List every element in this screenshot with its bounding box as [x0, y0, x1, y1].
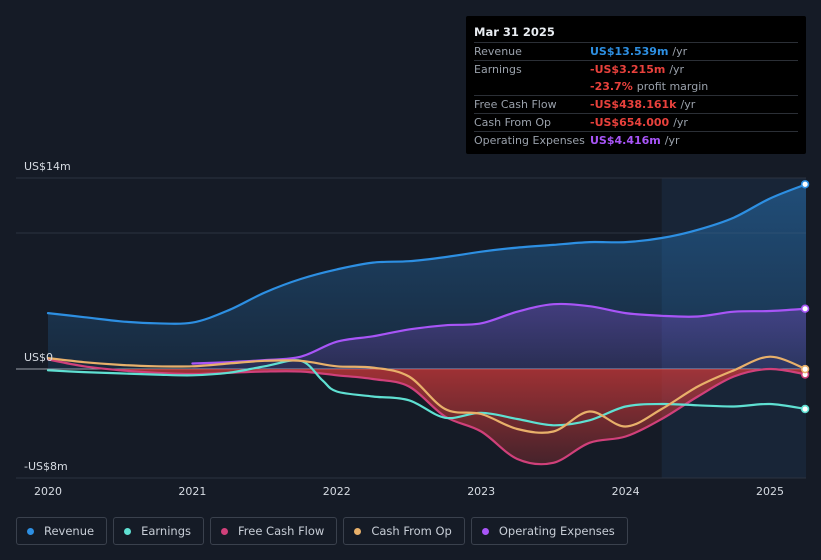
y-tick-label: -US$8m — [24, 460, 68, 473]
tooltip-value: US$4.416m — [590, 134, 661, 147]
tooltip-row-profit-margin: -23.7% profit margin — [474, 78, 798, 95]
legend-item-earnings[interactable]: Earnings — [113, 517, 204, 545]
earnings-endpoint — [800, 404, 810, 414]
tooltip-suffix: /yr — [673, 116, 688, 129]
tooltip-row-free-cash-flow: Free Cash Flow -US$438.161k /yr — [474, 95, 798, 113]
revenue-dot-icon — [27, 527, 34, 535]
tooltip-label: Cash From Op — [474, 116, 552, 129]
revenue-line — [46, 183, 806, 325]
tooltip-value: -US$654.000 — [590, 116, 670, 129]
tooltip-row-earnings: Earnings -US$3.215m /yr — [474, 60, 798, 78]
legend-item-revenue[interactable]: Revenue — [16, 517, 108, 545]
tooltip-label: Revenue — [474, 45, 522, 58]
legend-label: Free Cash Flow — [238, 524, 325, 538]
legend-item-operating-expenses[interactable]: Operating Expenses — [470, 517, 628, 545]
chart-endpoints — [800, 180, 810, 414]
y-axis: US$14m US$0 -US$8m — [24, 160, 71, 473]
cash-from-op-endpoint — [800, 364, 810, 374]
tooltip-suffix: /yr — [672, 45, 688, 58]
tooltip-row-operating-expenses: Operating Expenses US$4.416m /yr — [474, 131, 798, 149]
legend: Revenue Earnings Free Cash Flow Cash Fro… — [16, 517, 628, 545]
operating-expenses-area — [192, 303, 806, 369]
tooltip-suffix: /yr — [680, 98, 696, 111]
legend-label: Earnings — [141, 524, 191, 538]
legend-label: Cash From Op — [371, 524, 452, 538]
tooltip-value: US$13.539m — [590, 45, 669, 58]
tooltip-value: -23.7% — [590, 80, 633, 93]
x-tick-label: 2024 — [612, 485, 640, 498]
operating-expenses-dot-icon — [481, 527, 489, 535]
operating-expenses-endpoint — [800, 304, 810, 313]
free-cash-flow-negative-area — [48, 369, 806, 465]
legend-label: Revenue — [44, 524, 95, 538]
x-tick-label: 2025 — [756, 485, 784, 498]
tooltip-value: -US$438.161k — [590, 98, 677, 111]
x-axis: 2020 2021 2022 2023 2024 2025 — [34, 485, 784, 498]
y-tick-label: US$14m — [24, 160, 71, 173]
earnings-dot-icon — [124, 527, 132, 535]
tooltip-row-revenue: Revenue US$13.539m /yr — [474, 42, 798, 60]
x-tick-label: 2023 — [467, 485, 495, 498]
tooltip-suffix: /yr — [669, 63, 685, 76]
legend-item-cash-from-op[interactable]: Cash From Op — [343, 517, 465, 545]
tooltip-suffix: /yr — [664, 134, 680, 147]
legend-item-free-cash-flow[interactable]: Free Cash Flow — [210, 517, 338, 545]
operating-expenses-line — [191, 302, 806, 365]
tooltip-panel: Mar 31 2025 Revenue US$13.539m /yr Earni… — [466, 16, 806, 154]
tooltip-date: Mar 31 2025 — [474, 25, 555, 39]
cash-from-op-dot-icon — [354, 527, 362, 535]
x-tick-label: 2022 — [323, 485, 351, 498]
tooltip-label: Free Cash Flow — [474, 98, 557, 111]
free-cash-flow-line — [46, 358, 806, 466]
revenue-endpoint — [800, 180, 810, 189]
tooltip-row-cash-from-op: Cash From Op -US$654.000 /yr — [474, 113, 798, 131]
earnings-line — [46, 359, 806, 427]
legend-label: Operating Expenses — [498, 524, 615, 538]
chart-lines — [46, 183, 806, 466]
x-tick-label: 2020 — [34, 485, 62, 498]
cash-from-op-line — [46, 355, 806, 434]
tooltip-value: -US$3.215m — [590, 63, 666, 76]
tooltip-label: Earnings — [474, 63, 522, 76]
tooltip-suffix: profit margin — [636, 80, 709, 93]
x-tick-label: 2021 — [178, 485, 206, 498]
free-cash-flow-dot-icon — [221, 527, 228, 535]
chart-areas — [48, 184, 806, 465]
tooltip-label — [474, 78, 590, 95]
y-tick-label: US$0 — [24, 351, 53, 364]
tooltip-label: Operating Expenses — [474, 134, 585, 147]
